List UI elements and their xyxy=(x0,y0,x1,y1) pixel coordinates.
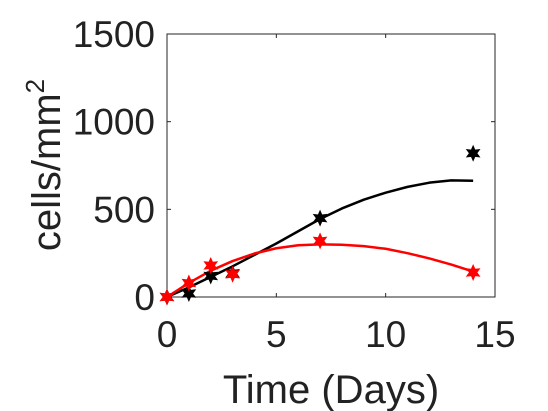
x-tick-label: 10 xyxy=(365,314,406,355)
y-tick-label: 1000 xyxy=(73,102,155,143)
x-tick-label: 5 xyxy=(266,314,287,355)
x-axis-label: Time (Days) xyxy=(223,368,439,411)
y-tick-label: 500 xyxy=(93,189,155,230)
x-tick-label: 15 xyxy=(474,314,515,355)
data-point-series-2 xyxy=(465,263,481,281)
y-axis-label-superscript: 2 xyxy=(20,79,50,93)
data-point-series-2 xyxy=(225,265,240,283)
y-axis-label: cells/mm2 xyxy=(20,79,69,251)
y-ticks: 0 500 1000 1500 xyxy=(73,14,495,318)
x-ticks: 0 5 10 15 xyxy=(157,34,516,355)
data-point-series-2 xyxy=(312,232,328,250)
data-points xyxy=(159,144,481,306)
data-point-series-1 xyxy=(203,267,219,285)
data-point-series-2 xyxy=(203,256,219,274)
y-axis-label-text: cells/mm xyxy=(25,93,69,251)
data-point-series-2 xyxy=(159,288,175,306)
data-point-series-2 xyxy=(181,274,197,292)
data-point-series-1 xyxy=(465,144,481,162)
y-tick-label: 0 xyxy=(134,277,155,318)
data-point-series-1 xyxy=(312,209,328,227)
y-tick-label: 1500 xyxy=(73,14,155,55)
data-point-series-1 xyxy=(181,284,197,302)
plot-area xyxy=(166,33,496,298)
x-tick-label: 0 xyxy=(157,314,178,355)
